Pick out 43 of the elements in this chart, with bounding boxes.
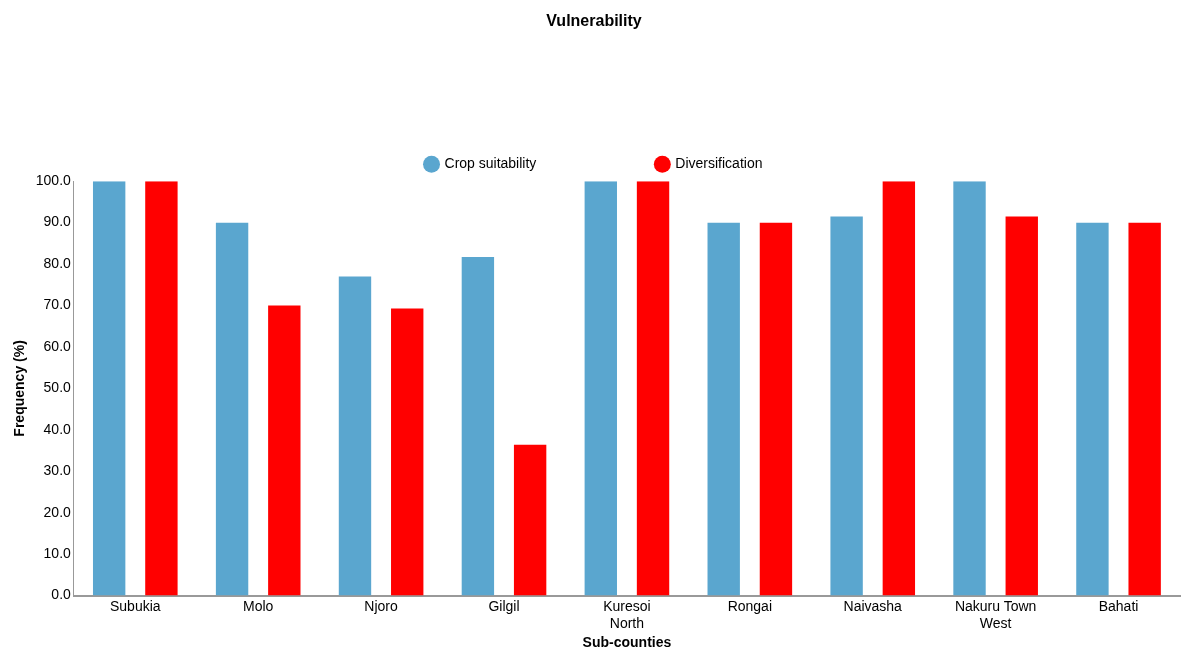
legend-label: Diversification — [675, 155, 763, 172]
x-tick-label: Bahati — [1098, 597, 1139, 614]
x-tick-label: Molo — [243, 597, 274, 614]
bar — [1005, 216, 1038, 596]
bar — [92, 181, 126, 596]
y-tick-label: 70.0 — [43, 296, 72, 313]
x-tick-label: Kuresoi North — [603, 597, 651, 631]
chart-title: Vulnerability — [546, 12, 642, 30]
bar — [707, 222, 740, 596]
bar — [1076, 222, 1109, 596]
bar — [636, 181, 670, 596]
y-axis-title: Frequency (%) — [11, 340, 28, 437]
y-tick-label: 80.0 — [43, 254, 72, 271]
x-tick-label: Gilgil — [488, 597, 520, 614]
y-tick-label: 60.0 — [43, 337, 72, 354]
x-tick-label: Rongai — [727, 597, 773, 614]
y-tick-label: 30.0 — [43, 462, 72, 479]
bar — [461, 257, 495, 596]
bar — [584, 181, 617, 596]
y-tick-label: 10.0 — [43, 545, 72, 562]
x-tick-label: Njoro — [364, 597, 399, 614]
bar — [145, 181, 178, 596]
bar — [268, 305, 301, 596]
x-tick-label: Subukia — [109, 597, 161, 614]
bar — [338, 276, 372, 596]
y-tick-label: 20.0 — [43, 503, 72, 520]
bar — [391, 308, 424, 596]
bar — [215, 222, 249, 596]
bar — [759, 222, 793, 596]
x-tick-label: Nakuru Town West — [954, 597, 1037, 631]
y-tick-label: 0.0 — [51, 586, 72, 603]
y-tick-label: 90.0 — [43, 213, 72, 230]
bar — [830, 216, 863, 596]
x-axis-title: Sub-counties — [582, 634, 672, 651]
bar — [953, 181, 986, 596]
bar — [1128, 222, 1161, 596]
y-tick-label: 40.0 — [43, 420, 72, 437]
bar — [513, 444, 547, 596]
y-tick-label: 50.0 — [43, 379, 72, 396]
y-tick-label: 100.0 — [35, 172, 72, 189]
x-tick-label: Naivasha — [843, 597, 903, 614]
legend-label: Crop suitability — [444, 155, 537, 172]
bar — [882, 181, 916, 596]
